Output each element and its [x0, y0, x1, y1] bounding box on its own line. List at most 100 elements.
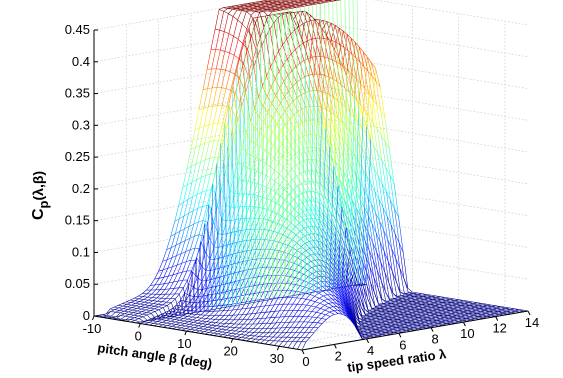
mesh-segment	[292, 28, 298, 296]
mesh-segment	[202, 321, 207, 325]
mesh-segment	[332, 239, 337, 246]
mesh-segment	[309, 327, 314, 333]
mesh-segment	[238, 166, 244, 180]
mesh-segment	[276, 206, 282, 214]
mesh-segment	[160, 312, 165, 315]
mesh-segment	[340, 259, 346, 276]
mesh-segment	[364, 321, 369, 324]
mesh-segment	[151, 311, 156, 314]
mesh-segment	[307, 56, 313, 59]
mesh-segment	[226, 332, 232, 334]
mesh-segment	[145, 309, 151, 311]
mesh-segment	[220, 51, 226, 70]
mesh-segment	[466, 307, 471, 309]
mesh-segment	[196, 177, 202, 180]
mesh-segment	[458, 310, 464, 312]
mesh-segment	[335, 296, 341, 303]
mesh-segment	[211, 321, 216, 323]
mesh-segment	[224, 103, 230, 123]
mesh-segment	[183, 283, 189, 315]
mesh-segment	[252, 318, 258, 325]
mesh-segment	[172, 264, 178, 267]
mesh-segment	[236, 295, 241, 304]
mesh-segment	[379, 317, 385, 319]
mesh-segment	[389, 320, 395, 322]
mesh-segment	[157, 319, 162, 322]
mesh-segment	[332, 184, 338, 190]
mesh-segment	[235, 327, 240, 332]
mesh-segment	[275, 310, 280, 318]
mesh-segment	[365, 256, 371, 267]
mesh-segment	[186, 310, 192, 314]
mesh-segment	[219, 315, 225, 320]
mesh-segment	[190, 130, 196, 150]
mesh-segment	[354, 307, 360, 322]
mesh-segment	[321, 242, 327, 252]
mesh-segment	[341, 219, 347, 227]
mesh-segment	[320, 309, 326, 314]
mesh-segment	[407, 301, 413, 304]
mesh-segment	[202, 323, 208, 325]
mesh-segment	[218, 7, 224, 10]
mesh-segment	[327, 298, 333, 303]
mesh-segment	[229, 272, 235, 275]
mesh-segment	[355, 42, 361, 62]
mesh-segment	[371, 204, 377, 233]
mesh-segment	[401, 327, 406, 330]
mesh-segment	[144, 302, 149, 306]
mesh-segment	[153, 303, 159, 305]
mesh-segment	[178, 317, 184, 319]
mesh-segment	[365, 256, 371, 283]
mesh-segment	[323, 294, 328, 297]
mesh-segment	[218, 123, 223, 141]
mesh-segment	[318, 20, 324, 24]
mesh-segment	[344, 311, 351, 319]
mesh-segment	[187, 196, 193, 200]
mesh-segment	[465, 305, 471, 308]
mesh-segment	[383, 251, 390, 283]
mesh-segment	[469, 316, 475, 318]
mesh-segment	[194, 325, 199, 328]
mesh-segment	[386, 216, 392, 249]
mesh-segment	[393, 319, 399, 322]
mesh-segment	[368, 250, 374, 261]
mesh-segment	[320, 227, 325, 232]
mesh-segment	[231, 333, 237, 337]
mesh-segment	[232, 9, 238, 17]
mesh-segment	[223, 11, 229, 14]
mesh-segment	[134, 320, 140, 323]
mesh-segment	[176, 253, 182, 256]
mesh-segment	[422, 307, 428, 309]
mesh-segment	[317, 287, 323, 292]
mesh-segment	[288, 179, 293, 185]
mesh-segment	[400, 315, 406, 317]
mesh-segment	[229, 319, 234, 324]
mesh-segment	[257, 55, 263, 87]
mesh-segment	[404, 304, 410, 306]
mesh-segment	[349, 283, 355, 301]
mesh-segment	[209, 140, 215, 143]
mesh-segment	[466, 308, 472, 311]
mesh-segment	[340, 0, 346, 287]
mesh-segment	[387, 314, 392, 317]
mesh-segment	[269, 304, 275, 312]
mesh-segment	[202, 220, 208, 223]
mesh-segment	[226, 207, 232, 221]
mesh-segment	[353, 229, 359, 253]
mesh-segment	[405, 307, 411, 309]
mesh-segment	[184, 321, 189, 324]
mesh-segment	[264, 229, 269, 231]
mesh-segment	[199, 143, 205, 146]
mesh-segment	[391, 303, 396, 305]
mesh-segment	[162, 322, 167, 324]
mesh-segment	[228, 13, 234, 17]
mesh-segment	[251, 338, 256, 342]
mesh-segment	[403, 313, 409, 315]
mesh-segment	[362, 328, 368, 330]
mesh-segment	[330, 286, 335, 290]
mesh-segment	[246, 15, 252, 30]
mesh-segment	[201, 270, 207, 282]
mesh-segment	[391, 325, 396, 327]
mesh-segment	[403, 302, 409, 304]
mesh-segment	[201, 175, 207, 178]
